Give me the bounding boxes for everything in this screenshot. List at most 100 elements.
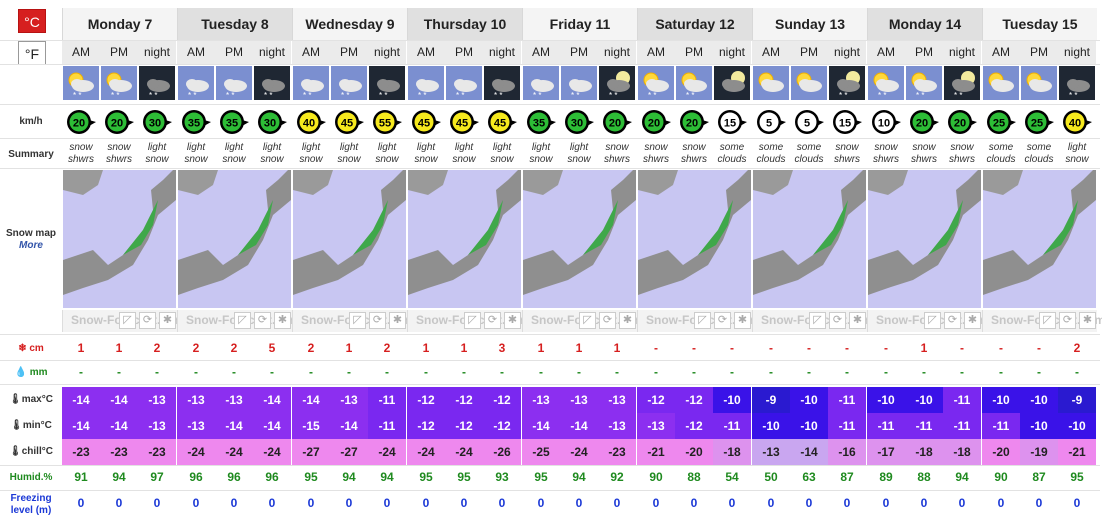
partly-cloudy-snow-icon: * * [867,66,905,102]
fahrenheit-toggle[interactable]: °F [18,41,46,65]
svg-text:5: 5 [766,118,772,130]
freezing-level-value: 0 [728,496,736,510]
svg-text:* *: * * [571,91,579,100]
chill-temp: -14 [790,439,828,465]
summary-line: snow [1065,154,1089,165]
rain-amount: - [692,365,696,379]
prev-icon[interactable]: ◸ [1039,312,1056,329]
prev-icon[interactable]: ◸ [464,312,481,329]
period-label: PM [790,40,828,64]
humidity-value: 92 [610,470,624,484]
wind-speed-badge: 20 [100,108,138,136]
day-column: Friday 11 Snow-Forecast.com◸⟳✱ AM * * 35 ligh… [522,0,645,517]
snow-map[interactable] [178,170,291,308]
refresh-icon[interactable]: ⟳ [139,312,156,329]
rain-amount: - [155,365,159,379]
period-label: AM [177,40,215,64]
refresh-icon[interactable]: ⟳ [944,312,961,329]
prev-icon[interactable]: ◸ [119,312,136,329]
snow-amount: 1 [460,341,468,355]
prev-icon[interactable]: ◸ [349,312,366,329]
humidity-value: 94 [342,470,356,484]
freezing-level-value: 0 [575,496,583,510]
snow-map[interactable] [408,170,521,308]
prev-icon[interactable]: ◸ [809,312,826,329]
max-temp: -12 [675,387,713,413]
snowmap-more-link[interactable]: More [19,240,43,251]
period-label: AM [407,40,445,64]
svg-text:35: 35 [188,118,200,130]
svg-text:* *: * * [341,91,349,100]
wind-speed-badge: 10 [867,108,905,136]
freezing-level-value: 0 [77,496,85,510]
settings-icon[interactable]: ✱ [274,312,291,329]
wind-speed-badge: 20 [905,108,943,136]
snow-amount: 1 [422,341,430,355]
refresh-icon[interactable]: ⟳ [254,312,271,329]
settings-icon[interactable]: ✱ [159,312,176,329]
chill-temp: -20 [982,439,1020,465]
summary-line: some [719,142,745,153]
refresh-icon[interactable]: ⟳ [599,312,616,329]
summary-line: snow [605,142,629,153]
summary-text: some clouds [713,142,751,168]
snow-map[interactable] [638,170,751,308]
wind-speed-badge: 15 [713,108,751,136]
refresh-icon[interactable]: ⟳ [829,312,846,329]
row-divider [0,138,1100,139]
prev-icon[interactable]: ◸ [234,312,251,329]
min-temp: -14 [253,413,291,439]
chill-temp: -27 [292,439,330,465]
svg-text:* *: * * [494,91,502,100]
svg-text:15: 15 [724,118,736,130]
settings-icon[interactable]: ✱ [1079,312,1096,329]
refresh-icon[interactable]: ⟳ [714,312,731,329]
settings-icon[interactable]: ✱ [504,312,521,329]
day-header: Thursday 10 [407,8,522,40]
max-temp: -14 [253,387,291,413]
day-header: Sunday 13 [752,8,867,40]
summary-text: snow shwrs [598,142,636,168]
svg-text:* *: * * [533,91,541,100]
settings-icon[interactable]: ✱ [734,312,751,329]
cloudy-snow-icon: * * [560,66,598,102]
celsius-toggle[interactable]: °C [18,9,46,33]
chill-temp: -17 [867,439,905,465]
day-column: Tuesday 8 Snow-Forecast.com◸⟳✱ AM * * 35 ligh… [177,0,300,517]
snow-map[interactable] [523,170,636,308]
snow-amount: - [960,341,964,355]
summary-text: some clouds [982,142,1020,168]
settings-icon[interactable]: ✱ [849,312,866,329]
refresh-icon[interactable]: ⟳ [369,312,386,329]
snow-amount: 1 [575,341,583,355]
wind-speed-badge: 35 [215,108,253,136]
partly-cloudy-snow-icon: * * [62,66,100,102]
snow-map[interactable] [293,170,406,308]
snow-map[interactable] [868,170,981,308]
humidity-value: 89 [879,470,893,484]
freezing-level-value: 0 [230,496,238,510]
settings-icon[interactable]: ✱ [389,312,406,329]
snow-map[interactable] [983,170,1096,308]
prev-icon[interactable]: ◸ [579,312,596,329]
summary-line: shwrs [67,154,95,165]
prev-icon[interactable]: ◸ [694,312,711,329]
refresh-icon[interactable]: ⟳ [484,312,501,329]
snow-map[interactable] [753,170,866,308]
wind-speed-badge: 20 [675,108,713,136]
refresh-icon[interactable]: ⟳ [1059,312,1076,329]
summary-line: snow [529,154,553,165]
period-label: PM [905,40,943,64]
settings-icon[interactable]: ✱ [964,312,981,329]
period-label: AM [292,40,330,64]
summary-line: snow [299,154,323,165]
settings-icon[interactable]: ✱ [619,312,636,329]
wind-speed-badge: 25 [982,108,1020,136]
min-temp: -14 [522,413,560,439]
snow-map[interactable] [63,170,176,308]
night-snow-icon: * * [138,66,176,102]
day-header: Monday 14 [867,8,982,40]
snow-amount: 1 [920,341,928,355]
prev-icon[interactable]: ◸ [924,312,941,329]
summary-line: snow [874,142,898,153]
